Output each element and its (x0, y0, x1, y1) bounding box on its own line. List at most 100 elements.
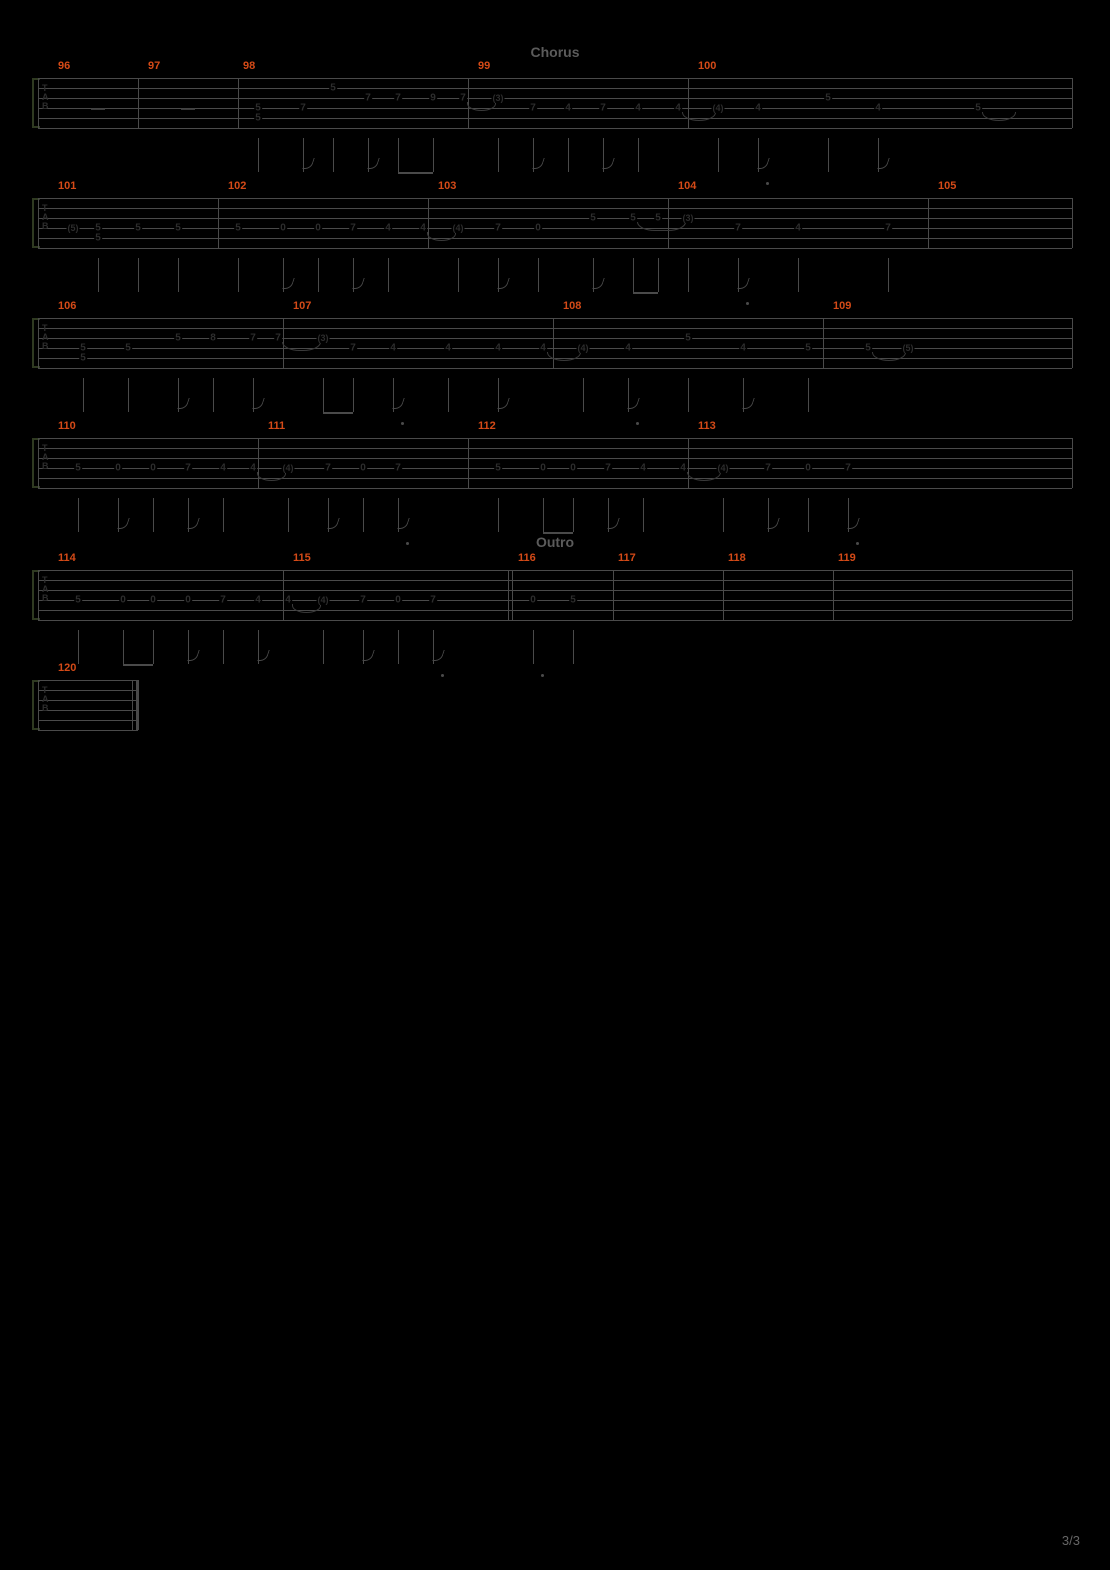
string-line (38, 238, 1072, 239)
measure-number: 110 (58, 420, 76, 432)
fret-number: 0 (149, 463, 157, 474)
measure-number: 115 (293, 552, 311, 564)
note-stem (808, 498, 809, 532)
note-stem (688, 258, 689, 292)
fret-number: 7 (364, 93, 372, 104)
fret-number: 0 (314, 223, 322, 234)
fret-number: 4 (634, 103, 642, 114)
measure-number: 97 (148, 60, 160, 72)
rhythm-dot (406, 542, 409, 545)
note-beam (633, 292, 658, 294)
measure-number: 107 (293, 300, 311, 312)
barline (1072, 438, 1073, 488)
barline (833, 570, 834, 620)
fret-number: 5 (134, 223, 142, 234)
measure-number: 118 (728, 552, 746, 564)
barline (428, 198, 429, 248)
fret-number: 5 (864, 343, 872, 354)
string-line (38, 730, 138, 731)
string-line (38, 318, 1072, 319)
fret-number: 4 (254, 595, 262, 606)
note-beam (543, 532, 573, 534)
note-stem (498, 138, 499, 172)
note-flag (304, 158, 312, 172)
note-stem (323, 378, 324, 412)
note-stem (828, 138, 829, 172)
fret-number: 4 (284, 595, 292, 606)
note-stem (363, 498, 364, 532)
string-line (38, 78, 1072, 79)
note-stem (658, 258, 659, 292)
rhythm-stems (38, 498, 1072, 548)
note-flag (189, 650, 197, 664)
note-stem (258, 138, 259, 172)
fret-number: 5 (654, 213, 662, 224)
measure-number: 119 (838, 552, 856, 564)
string-line (38, 710, 138, 711)
note-flag (284, 278, 292, 292)
tab-staff: TAB9697989910055757797(3)74744(4)4545—— (38, 78, 1072, 128)
rhythm-dot (746, 302, 749, 305)
tab-clef: TAB (42, 444, 49, 471)
tab-staff: TAB110111112113500744(4)707500744(4)707 (38, 438, 1072, 488)
note-stem (498, 498, 499, 532)
string-line (38, 580, 1072, 581)
string-line (38, 218, 1072, 219)
measure-number: 109 (833, 300, 851, 312)
barline (138, 78, 139, 128)
fret-number: 7 (734, 223, 742, 234)
fret-number: 4 (389, 343, 397, 354)
note-beam (323, 412, 353, 414)
string-line (38, 700, 138, 701)
string-line (38, 620, 1072, 621)
barline (928, 198, 929, 248)
staff-row: TAB9697989910055757797(3)74744(4)4545—— (38, 78, 1072, 128)
note-stem (533, 630, 534, 664)
fret-number: 4 (494, 343, 502, 354)
fret-number: 0 (119, 595, 127, 606)
fret-number: 5 (804, 343, 812, 354)
string-line (38, 368, 1072, 369)
note-stem (128, 378, 129, 412)
fret-number: 5 (174, 333, 182, 344)
note-flag (189, 518, 197, 532)
measure-number: 116 (518, 552, 536, 564)
string-line (38, 570, 1072, 571)
string-line (38, 680, 138, 681)
fret-number: 5 (254, 113, 262, 124)
note-beam (398, 172, 433, 174)
measure-number: 105 (938, 180, 956, 192)
note-stem (153, 630, 154, 664)
string-line (38, 488, 1072, 489)
note-stem (318, 258, 319, 292)
fret-number: 4 (564, 103, 572, 114)
string-line (38, 198, 1072, 199)
fret-number: 5 (94, 233, 102, 244)
note-flag (179, 398, 187, 412)
string-line (38, 338, 1072, 339)
fret-number: 4 (794, 223, 802, 234)
fret-number: 5 (329, 83, 337, 94)
note-stem (78, 630, 79, 664)
fret-number: (3) (492, 93, 505, 103)
note-stem (223, 498, 224, 532)
tab-staff: TAB1141151161171181195000744(4)70705 (38, 570, 1072, 620)
note-stem (643, 498, 644, 532)
fret-number: 5 (234, 223, 242, 234)
fret-number: 5 (629, 213, 637, 224)
fret-number: 7 (844, 463, 852, 474)
fret-number: 4 (249, 463, 257, 474)
string-line (38, 458, 1072, 459)
barline (258, 438, 259, 488)
fret-number: 5 (74, 463, 82, 474)
fret-number: 7 (394, 93, 402, 104)
barline (468, 438, 469, 488)
fret-number: 4 (739, 343, 747, 354)
measure-number: 96 (58, 60, 70, 72)
note-beam (123, 664, 153, 666)
fret-number: 5 (974, 103, 982, 114)
note-stem (573, 498, 574, 532)
fret-number: 4 (639, 463, 647, 474)
staff-row: TAB1141151161171181195000744(4)70705 (38, 570, 1072, 620)
string-line (38, 720, 138, 721)
